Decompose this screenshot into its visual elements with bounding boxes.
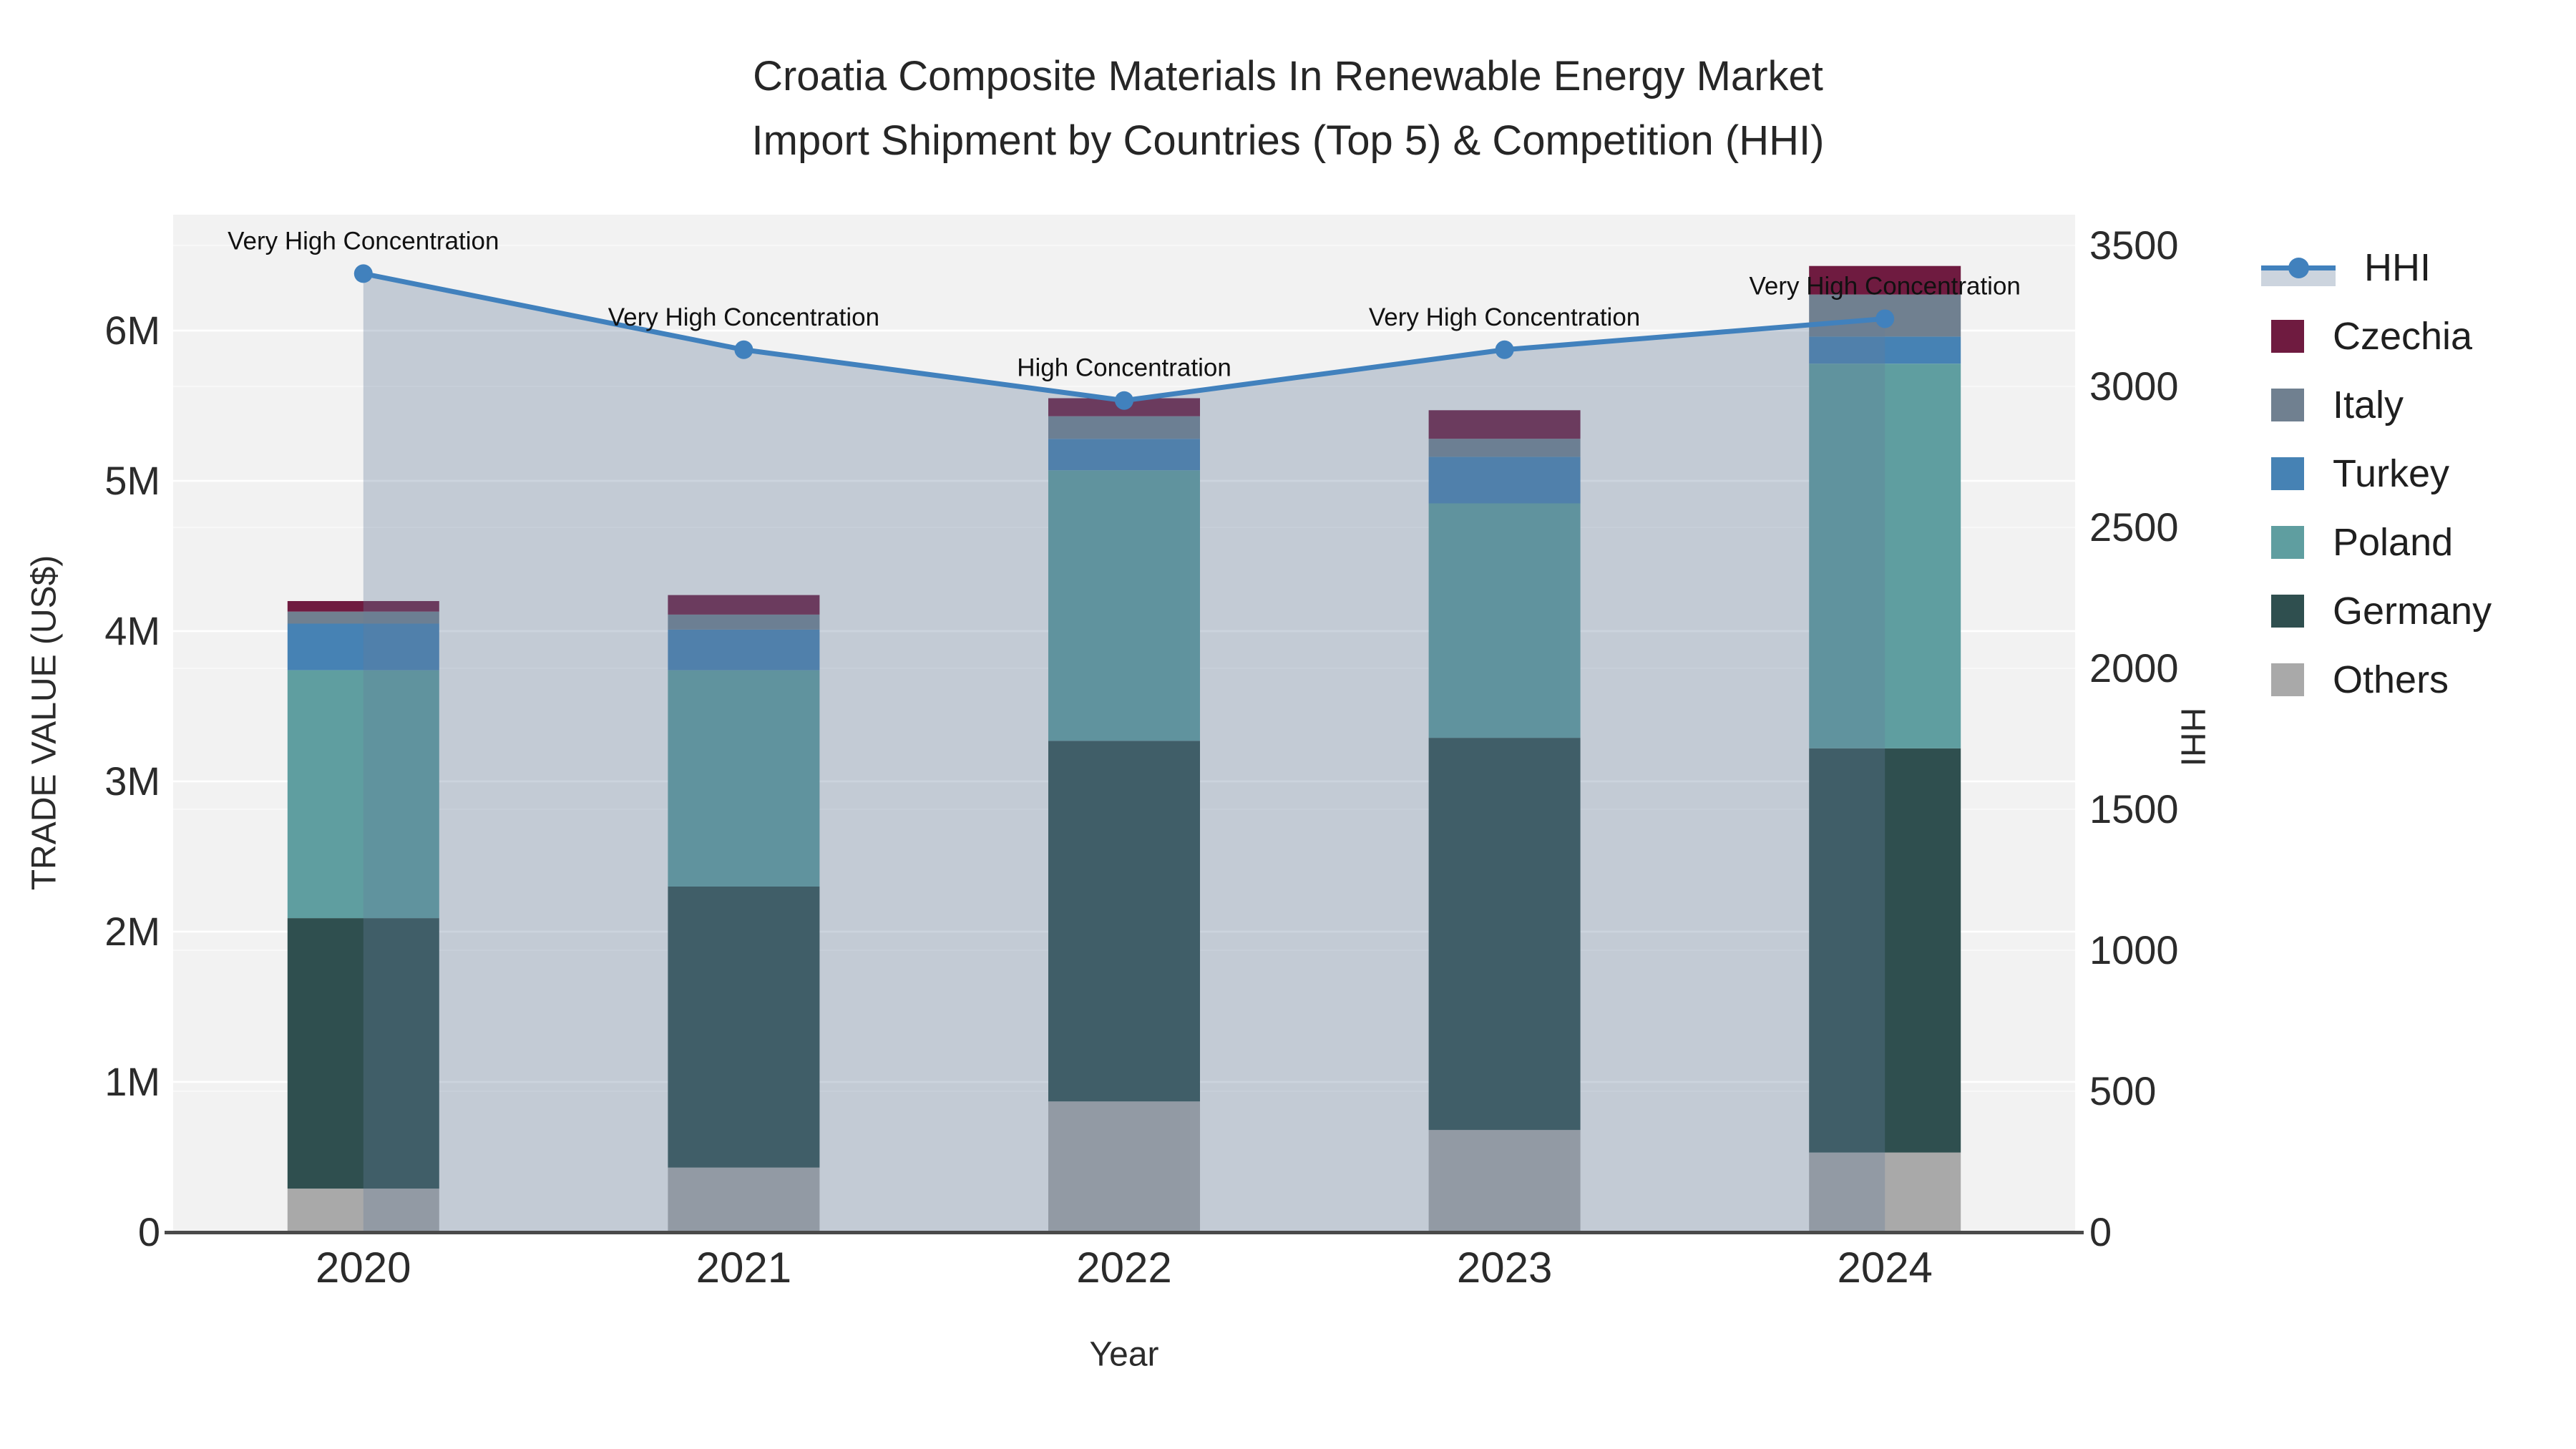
bar-segment-2023-others [1428, 1130, 1581, 1232]
y-axis-title-left: TRADE VALUE (US$) [25, 555, 64, 891]
bar-segment-2020-germany [287, 918, 439, 1189]
bar-segment-2024-poland [1809, 364, 1961, 748]
chart-title: Croatia Composite Materials In Renewable… [0, 44, 2576, 173]
hhi-area-fill [363, 273, 1885, 1232]
legend-item-germany[interactable]: Germany [2261, 577, 2492, 645]
y-axis-tick-label-right-500: 500 [2089, 1068, 2156, 1113]
y-axis-tick-label-left-5M: 5M [104, 458, 160, 503]
bar-segment-2023-czechia [1428, 410, 1581, 439]
bar-segment-2020-czechia [287, 601, 439, 612]
legend-label: Italy [2333, 384, 2404, 426]
bar-segment-2021-italy [668, 614, 820, 630]
legend-item-turkey[interactable]: Turkey [2261, 439, 2492, 508]
hhi-marker-2024 [1875, 309, 1895, 328]
bar-segment-2020-poland [287, 670, 439, 919]
bar-segment-2020-italy [287, 611, 439, 624]
legend-item-others[interactable]: Others [2261, 645, 2492, 714]
annotation-2021: Very High Concentration [608, 303, 879, 331]
legend-item-hhi[interactable]: HHI [2261, 233, 2492, 302]
x-axis-tick-label-2021: 2021 [696, 1244, 791, 1292]
bar-segment-2023-turkey [1428, 457, 1581, 504]
legend-item-czechia[interactable]: Czechia [2261, 302, 2492, 371]
bar-segment-2020-turkey [287, 623, 439, 670]
y-axis-tick-label-left-4M: 4M [104, 608, 160, 653]
y-axis-tick-label-right-2500: 2500 [2089, 504, 2179, 550]
y-axis-tick-label-right-3500: 3500 [2089, 223, 2179, 268]
y-axis-tick-label-left-0: 0 [138, 1209, 160, 1254]
bar-segment-2021-turkey [668, 629, 820, 670]
bar-segment-2023-italy [1428, 439, 1581, 457]
bar-segment-2021-czechia [668, 595, 820, 615]
legend-label: Others [2333, 658, 2449, 701]
x-axis-title: Year [1089, 1335, 1159, 1374]
legend-swatch-icon [2271, 457, 2304, 490]
legend-swatch-icon [2271, 595, 2304, 628]
annotation-2023: Very High Concentration [1369, 303, 1640, 331]
legend-swatch-icon [2271, 389, 2304, 421]
legend-item-italy[interactable]: Italy [2261, 371, 2492, 439]
bar-segment-2020-others [287, 1189, 439, 1232]
chart-title-line1: Croatia Composite Materials In Renewable… [753, 53, 1823, 99]
legend-swatch-icon [2271, 320, 2304, 353]
y-axis-tick-label-left-6M: 6M [104, 308, 160, 353]
bar-segment-2023-germany [1428, 738, 1581, 1131]
annotation-2020: Very High Concentration [228, 227, 499, 255]
annotation-2024: Very High Concentration [1750, 272, 2021, 300]
legend-label: Turkey [2333, 452, 2450, 495]
x-axis-tick-label-2024: 2024 [1837, 1244, 1932, 1292]
legend-swatch-icon [2271, 663, 2304, 696]
y-axis-tick-label-left-1M: 1M [104, 1059, 160, 1104]
bar-segment-2021-poland [668, 670, 820, 887]
legend-label: HHI [2364, 246, 2431, 289]
hhi-marker-2020 [353, 264, 373, 283]
bar-segment-2021-germany [668, 887, 820, 1168]
legend-swatch-icon [2271, 526, 2304, 559]
x-axis-tick-label-2020: 2020 [316, 1244, 411, 1292]
y-axis-tick-label-right-1500: 1500 [2089, 786, 2179, 831]
legend-label: Poland [2333, 521, 2454, 564]
bar-segment-2024-turkey [1809, 336, 1961, 364]
y-axis-tick-label-right-3000: 3000 [2089, 364, 2179, 409]
y-axis-tick-label-right-0: 0 [2089, 1209, 2112, 1254]
bar-segment-2024-czechia [1809, 265, 1961, 295]
bar-segment-2024-germany [1809, 748, 1961, 1153]
y-axis-tick-label-right-2000: 2000 [2089, 645, 2179, 691]
x-axis-tick-label-2022: 2022 [1076, 1244, 1171, 1292]
y-axis-tick-label-right-1000: 1000 [2089, 927, 2179, 972]
x-axis-tick-label-2023: 2023 [1457, 1244, 1552, 1292]
annotation-2022: High Concentration [1017, 354, 1231, 382]
hhi-marker-2022 [1115, 391, 1133, 410]
bar-segment-2022-others [1048, 1101, 1200, 1232]
bar-segment-2022-turkey [1048, 439, 1200, 471]
x-axis-line [165, 1231, 2084, 1234]
legend-label: Germany [2333, 590, 2492, 633]
legend-label: Czechia [2333, 315, 2473, 358]
bar-segment-2022-germany [1048, 741, 1200, 1102]
y-axis-tick-label-left-2M: 2M [104, 909, 160, 954]
chart-title-line2: Import Shipment by Countries (Top 5) & C… [751, 117, 1825, 164]
bar-segment-2023-poland [1428, 503, 1581, 738]
legend: HHI Czechia Italy Turkey Poland Germany Others [2261, 233, 2492, 714]
y-axis-tick-label-left-3M: 3M [104, 758, 160, 804]
y-axis-title-right: HHI [2173, 707, 2212, 767]
legend-item-poland[interactable]: Poland [2261, 508, 2492, 577]
bar-segment-2022-poland [1048, 470, 1200, 741]
hhi-marker-2023 [1495, 340, 1514, 359]
hhi-marker-2021 [734, 340, 753, 359]
bar-segment-2024-others [1809, 1152, 1961, 1232]
bar-segment-2022-italy [1048, 416, 1200, 439]
hhi-line-swatch-icon [2261, 246, 2336, 289]
bar-segment-2021-others [668, 1167, 820, 1232]
